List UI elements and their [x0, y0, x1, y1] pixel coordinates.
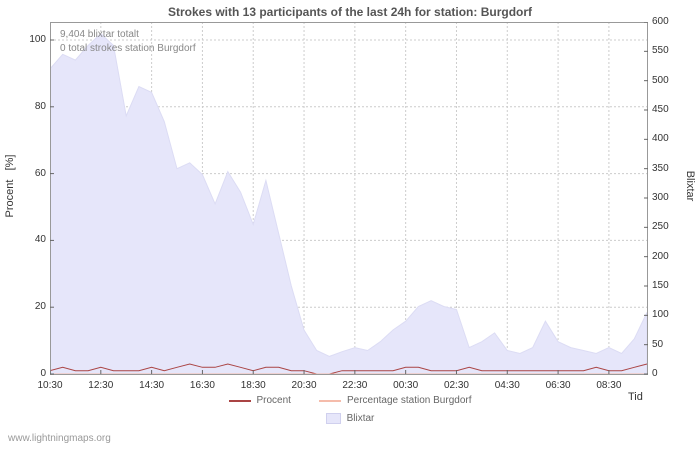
watermark: www.lightningmaps.org [8, 433, 111, 444]
chart-title: Strokes with 13 participants of the last… [167, 5, 533, 19]
y-right-tick-label: 400 [652, 133, 669, 145]
legend-label-percentage-station: Percentage station Burgdorf [346, 395, 472, 406]
y-right-tick-label: 350 [652, 162, 669, 174]
x-tick-label: 12:30 [88, 380, 114, 391]
x-tick-label: 04:30 [494, 380, 520, 391]
y-right-tick-label: 450 [652, 104, 669, 115]
legend-row-2: Blixtar [0, 413, 700, 424]
x-tick-label: 14:30 [139, 380, 165, 391]
y-left-tick-label: 40 [34, 234, 46, 246]
x-tick-label: 02:30 [443, 380, 469, 391]
y-left-tick-label: 60 [34, 167, 46, 179]
annotation-totals: 9,404 blixtar totalt 0 total strokes sta… [60, 28, 196, 56]
y-right-tick-label: 300 [652, 192, 669, 203]
x-tick-label: 08:30 [596, 380, 622, 391]
x-tick-label: 16:30 [189, 380, 215, 391]
y-right-tick-label: 250 [652, 221, 669, 233]
y-right-tick-label: 100 [652, 309, 669, 321]
x-tick-label: 18:30 [240, 380, 266, 391]
legend-item-blixtar: Blixtar [325, 413, 375, 424]
y-right-tick-label: 600 [652, 16, 669, 27]
x-axis-label: Tid [628, 391, 643, 403]
y-right-tick-label: 0 [652, 368, 658, 379]
y-right-tick-label: 50 [652, 338, 664, 350]
y-right-tick-label: 550 [652, 45, 669, 57]
legend-swatch-percentage-station [318, 399, 341, 402]
x-tick-label: 00:30 [393, 380, 419, 391]
annotation-total-station: 0 total strokes station Burgdorf [60, 43, 196, 54]
x-tick-label: 06:30 [545, 380, 571, 391]
plot-area [50, 22, 648, 375]
y-right-tick-label: 150 [652, 280, 669, 291]
y-right-tick-label: 200 [652, 250, 669, 262]
legend-swatch-blixtar [325, 413, 341, 424]
x-tick-label: 10:30 [37, 380, 63, 391]
legend-item-percentage-station: Percentage station Burgdorf [318, 395, 472, 406]
y-left-tick-label: 100 [29, 34, 46, 45]
annotation-total-blixtar: 9,404 blixtar totalt [60, 29, 139, 40]
legend-label-blixtar: Blixtar [346, 413, 375, 424]
y-left-tick-label: 0 [40, 368, 46, 379]
x-tick-label: 22:30 [342, 380, 368, 391]
legend-item-procent: Procent [228, 395, 291, 406]
y-left-tick-label: 20 [34, 301, 46, 313]
y-right-tick-label: 500 [652, 74, 669, 86]
y-left-tick-label: 80 [34, 100, 46, 112]
y-axis-label-left: Procent [%] [4, 154, 16, 218]
legend-row-1: Procent Percentage station Burgdorf [0, 395, 700, 406]
legend-swatch-procent [228, 399, 251, 402]
legend-label-procent: Procent [256, 395, 291, 406]
y-axis-label-right: Blixtar [684, 170, 696, 202]
x-tick-label: 20:30 [291, 380, 317, 391]
